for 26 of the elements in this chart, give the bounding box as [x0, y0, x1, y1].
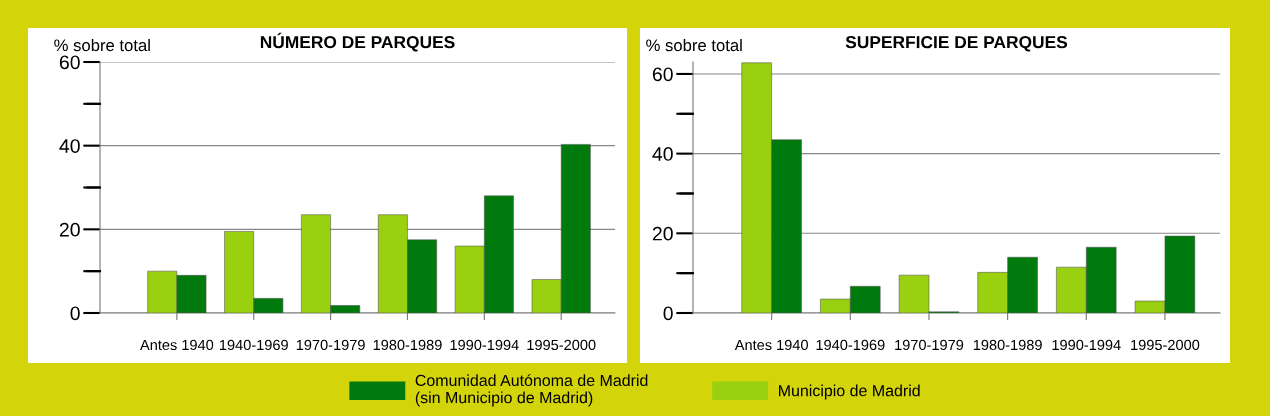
x-tick-label: 1970-1979	[296, 339, 365, 351]
y-tick-label: 60	[652, 67, 673, 82]
chart-title: NÚMERO DE PARQUES	[260, 32, 455, 52]
y-tick-label: 40	[652, 147, 673, 161]
chart-title: SUPERFICIE DE PARQUES	[845, 35, 1068, 52]
y-tick-label: 0	[663, 306, 673, 321]
y-tick-label: 0	[70, 306, 80, 321]
y-tick-label: 60	[59, 55, 80, 70]
x-tick-label: 1980-1989	[973, 339, 1042, 351]
y-axis-title: % sobre total	[646, 38, 742, 52]
x-tick-label: 1940-1969	[816, 339, 885, 351]
x-tick-label: 1995-2000	[1131, 339, 1200, 351]
y-tick-label: 20	[652, 226, 673, 241]
y-tick-label: 20	[59, 222, 80, 237]
x-tick-label: Antes 1940	[734, 339, 808, 351]
x-tick-label: 1990-1994	[1052, 339, 1121, 351]
y-tick-label: 40	[59, 139, 80, 153]
x-tick-label: Antes 1940	[140, 339, 214, 351]
x-tick-label: 1940-1969	[219, 339, 288, 351]
legend-label: Comunidad Autónoma de Madrid (sin Municipio de Madrid)	[415, 374, 648, 407]
x-tick-label: 1970-1979	[895, 339, 964, 351]
x-tick-label: 1990-1994	[450, 339, 519, 351]
x-tick-label: 1995-2000	[527, 339, 596, 351]
x-tick-label: 1980-1989	[373, 339, 442, 351]
y-axis-title: % sobre total	[54, 38, 150, 52]
legend-label: Municipio de Madrid	[779, 384, 920, 400]
